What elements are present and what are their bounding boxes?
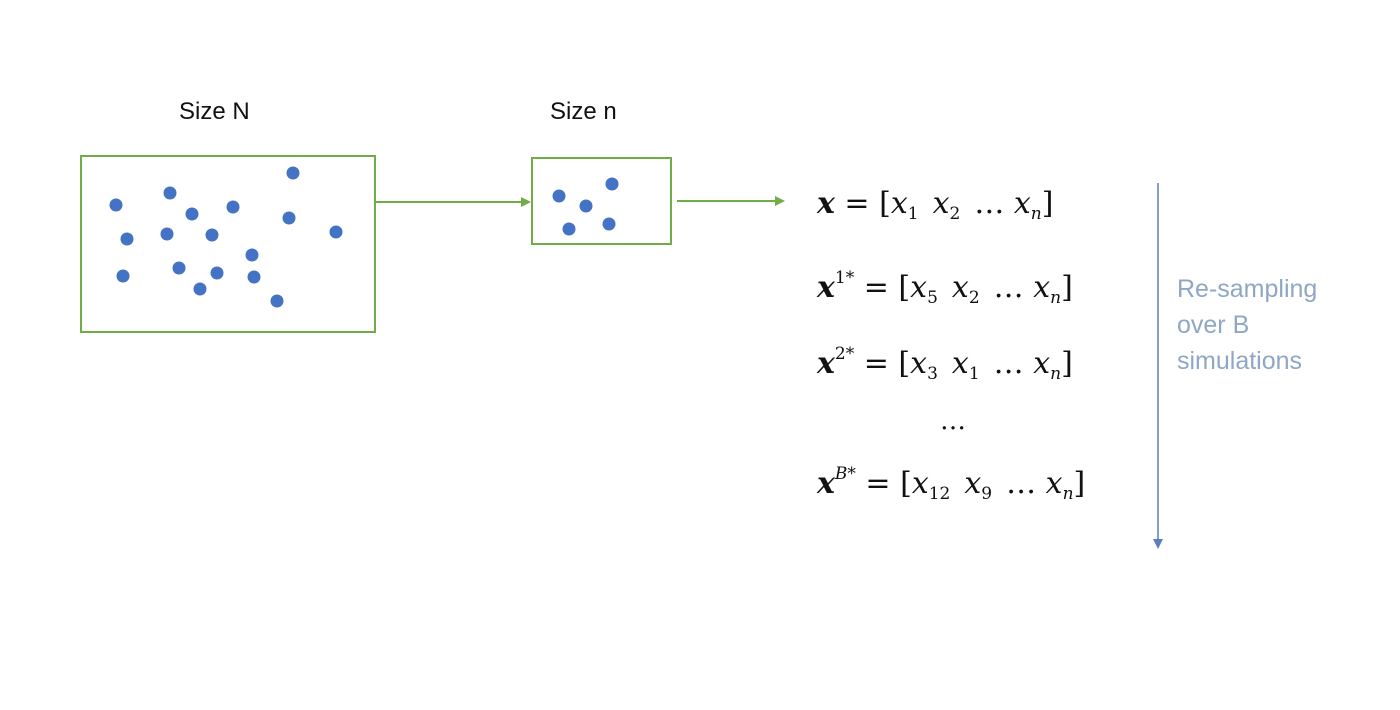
population-dot	[109, 198, 123, 212]
vector-ellipsis: …	[940, 406, 966, 436]
resample-vector-b: xB* = [x12 x9… xn]	[817, 464, 1086, 504]
population-dot	[245, 248, 259, 262]
sample-size-label: Size n	[550, 98, 617, 125]
population-dot	[205, 228, 219, 242]
population-dot	[163, 186, 177, 200]
sample-dot	[579, 199, 593, 213]
resampling-note-line-1: Re-sampling	[1177, 275, 1318, 303]
population-dot	[185, 207, 199, 221]
sample-dot	[605, 177, 619, 191]
population-dot	[160, 227, 174, 241]
sample-dot	[602, 217, 616, 231]
population-dot	[226, 200, 240, 214]
population-dot	[329, 225, 343, 239]
population-dot	[120, 232, 134, 246]
resample-vector-2: x2* = [x3 x1… xn]	[817, 344, 1073, 384]
population-dot	[286, 166, 300, 180]
population-dot	[270, 294, 284, 308]
population-box	[80, 155, 376, 333]
resample-vector-1: x1* = [x5 x2… xn]	[817, 268, 1073, 308]
population-dot	[116, 269, 130, 283]
population-dot	[210, 266, 224, 280]
population-dots	[109, 166, 343, 308]
population-dot	[172, 261, 186, 275]
resampling-direction-arrow	[1153, 183, 1163, 549]
sample-dots	[552, 177, 619, 236]
resampling-note-line-3: simulations	[1177, 347, 1303, 375]
original-sample-vector: x = [x1 x2… xn]	[817, 186, 1054, 224]
population-dot	[247, 270, 261, 284]
sample-box	[531, 157, 672, 245]
population-size-label: Size N	[179, 98, 250, 125]
population-dot	[193, 282, 207, 296]
resampling-note-line-2: over B	[1177, 311, 1250, 339]
population-to-sample-arrow	[375, 197, 531, 207]
sample-to-vector-arrow	[677, 196, 785, 206]
resampling-note: Re-sampling over B simulations	[1177, 271, 1317, 379]
population-dot	[282, 211, 296, 225]
sample-dot	[562, 222, 576, 236]
sample-dot	[552, 189, 566, 203]
